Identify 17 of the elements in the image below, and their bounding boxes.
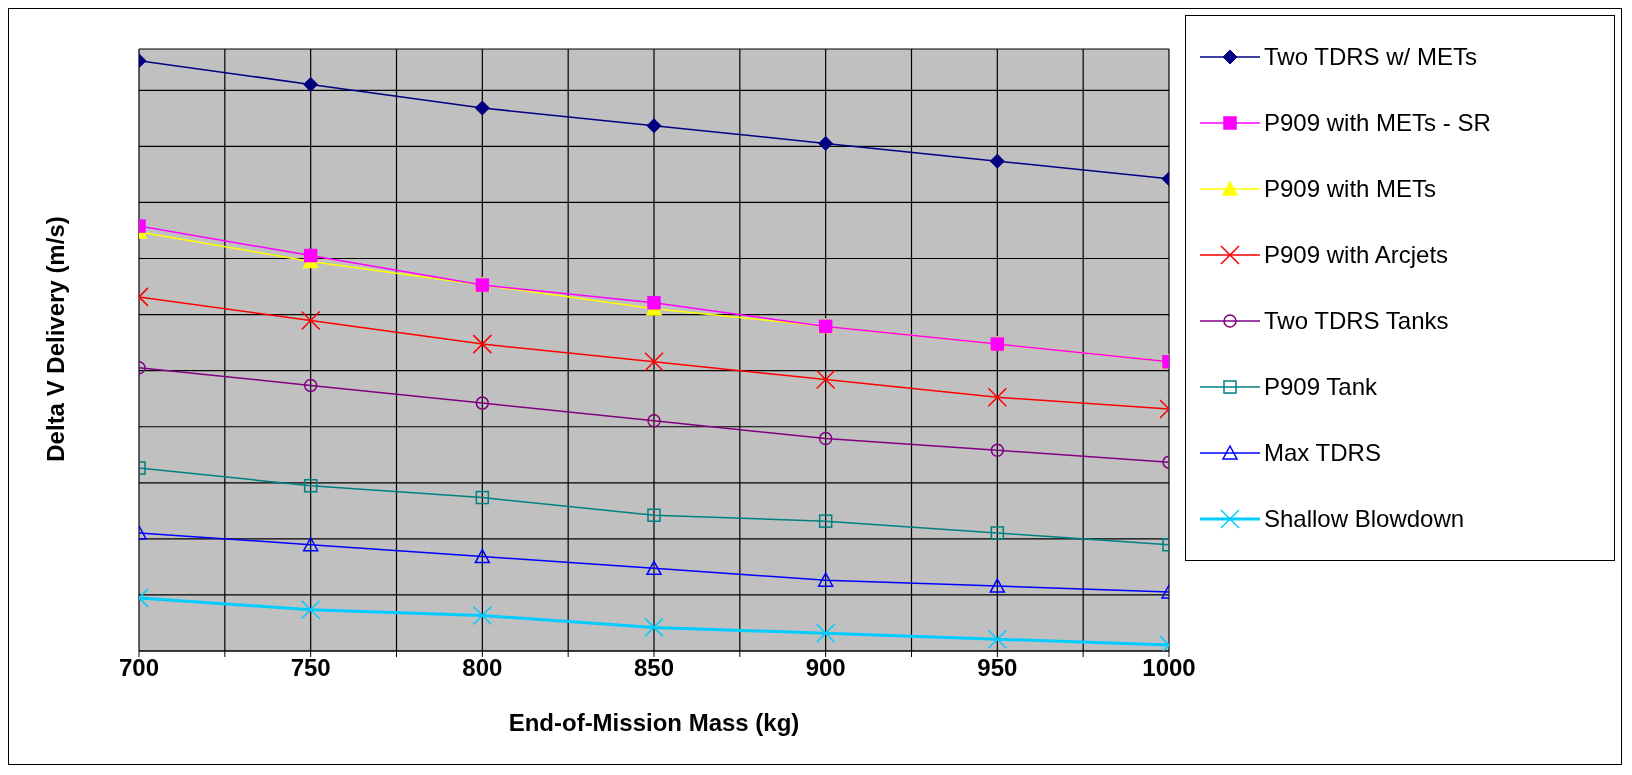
legend-label: Two TDRS w/ METs (1264, 43, 1477, 71)
legend-label: Shallow Blowdown (1264, 505, 1465, 533)
legend-label: Max TDRS (1264, 439, 1381, 467)
x-tick-label: 700 (118, 654, 160, 682)
x-tick-label: 750 (290, 654, 331, 682)
x-tick-label: 1000 (1142, 654, 1196, 682)
x-tick-label: 800 (462, 654, 503, 682)
y-axis-title: Delta V Delivery (m/s) (42, 216, 69, 462)
x-tick-label: 950 (977, 654, 1018, 682)
x-axis-title: End-of-Mission Mass (kg) (508, 709, 800, 736)
legend-label: Two TDRS Tanks (1264, 307, 1449, 335)
x-tick-label: 850 (633, 654, 675, 682)
legend-label: P909 Tank (1264, 373, 1377, 401)
legend-label: P909 with METs - SR (1264, 109, 1491, 137)
legend-label: P909 with METs (1264, 175, 1437, 203)
legend-label: P909 with Arcjets (1264, 241, 1449, 269)
x-tick-label: 900 (805, 654, 846, 682)
